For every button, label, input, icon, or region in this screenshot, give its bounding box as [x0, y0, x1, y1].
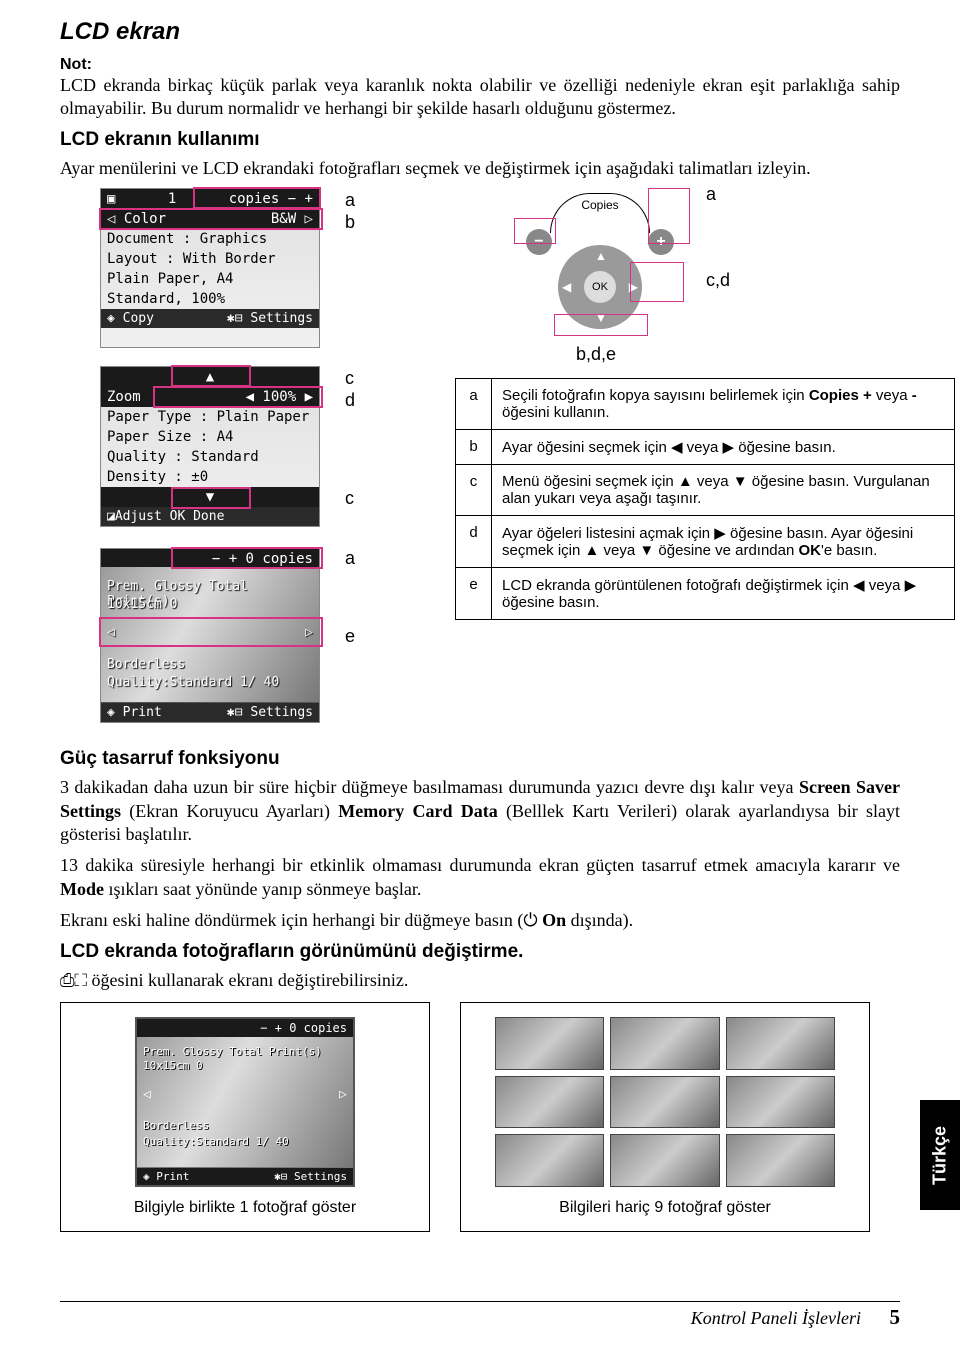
m1-t4: Borderless — [143, 1119, 209, 1132]
lcd1-copies: 1 — [168, 191, 176, 207]
m1-top: − + 0 copies — [137, 1019, 353, 1037]
lcd1-color: ◁ Color — [107, 211, 166, 227]
label-d: d — [345, 390, 355, 411]
lcd1-icon: ▣ — [107, 191, 115, 207]
power-p1: 3 dakikadan daha uzun bir süre hiçbir dü… — [60, 776, 900, 846]
mode-2-grid — [495, 1017, 835, 1187]
change-p: ⎙⛶ öğesini kullanarak ekranı değiştirebi… — [60, 969, 900, 992]
note-label: Not: — [60, 56, 900, 74]
m1-t5: Quality:Standard 1/ 40 — [143, 1135, 347, 1148]
lcd1-copies-label: copies − + — [229, 191, 313, 207]
cell-e: LCD ekranda görüntülenen fotoğrafı değiş… — [492, 568, 955, 620]
mode-1-box: − + 0 copies Prem. Glossy Total Print(s)… — [60, 1002, 430, 1232]
arrow-up-icon[interactable]: ▲ — [595, 249, 607, 263]
instruction-table: aSeçili fotoğrafın kopya sayısını belirl… — [455, 378, 955, 620]
cell-d-key: d — [456, 516, 492, 568]
cell-d: Ayar öğeleri listesini açmak için ▶ öğes… — [492, 516, 955, 568]
label-a-1: a — [345, 190, 355, 211]
m1-t2: 10x15cm 0 — [143, 1059, 347, 1072]
ok-button[interactable]: OK — [584, 271, 616, 303]
cell-b-key: b — [456, 430, 492, 465]
lcd2-zoom-val: ◀ 100% ▶ — [246, 389, 313, 405]
mode-1-caption: Bilgiyle birlikte 1 fotoğraf göster — [134, 1193, 356, 1217]
page-number: 5 — [890, 1305, 901, 1329]
page-footer: Kontrol Paneli İşlevleri 5 — [60, 1301, 900, 1330]
lcd2-down: ▼ — [206, 489, 214, 505]
lcd1-foot-settings: ✱⊟ Settings — [227, 311, 313, 326]
label-a-2: a — [345, 548, 355, 569]
lcd3-top: − + 0 copies — [212, 551, 313, 567]
copies-arc: Copies — [550, 193, 650, 233]
cell-a: Seçili fotoğrafın kopya sayısını belirle… — [492, 379, 955, 430]
lcd-screen-1: ▣ 1 copies − + ◁ Color B&W ▷ Document : Gra… — [100, 188, 320, 348]
heading-power: Güç tasarruf fonksiyonu — [60, 748, 900, 770]
diagram-zone: ▣ 1 copies − + ◁ Color B&W ▷ Document : Gra… — [60, 188, 900, 748]
label-e: e — [345, 626, 355, 647]
lcd3-t5: Quality:Standard 1/ 40 — [107, 675, 313, 690]
power-p3: Ekranı eski haline döndürmek için herhan… — [60, 909, 900, 932]
lcd3-foot-settings: ✱⊟ Settings — [227, 705, 313, 720]
label-pad-a: a — [706, 184, 716, 205]
label-pad-bde: b,d,e — [576, 344, 616, 365]
lcd3-foot-print: ◈ Print — [107, 705, 162, 720]
heading-change: LCD ekranda fotoğrafların görünümünü değ… — [60, 941, 900, 963]
m1-foot: ◈ Print✱⊟ Settings — [137, 1168, 353, 1185]
lcd1-bw: B&W ▷ — [271, 211, 313, 227]
heading-lcd: LCD ekran — [60, 18, 900, 46]
lcd3-left: ◁ — [107, 625, 115, 640]
mode-2-caption: Bilgileri hariç 9 fotoğraf göster — [559, 1193, 771, 1217]
lcd2-up: ▲ — [206, 369, 214, 385]
pad-hl-bottom — [554, 314, 648, 336]
display-modes-row: − + 0 copies Prem. Glossy Total Print(s)… — [60, 1002, 900, 1232]
mode-1-lcd: − + 0 copies Prem. Glossy Total Print(s)… — [135, 1017, 355, 1187]
lcd2-paper-type: Paper Type : Plain Paper — [107, 409, 309, 425]
lcd-screen-2: ▲ Zoom◀ 100% ▶ Paper Type : Plain Paper … — [100, 366, 320, 527]
usage-text: Ayar menülerini ve LCD ekrandaki fotoğra… — [60, 157, 900, 180]
label-pad-cd: c,d — [706, 270, 730, 291]
lcd2-quality: Quality : Standard — [107, 449, 259, 465]
lcd3-right: ▷ — [305, 625, 313, 640]
lcd1-layout: Layout : With Border — [107, 251, 276, 267]
lcd-screen-3: − + 0 copies Prem. Glossy Total Print(s)… — [100, 548, 320, 723]
lcd3-t2: 10x15cm 0 — [107, 597, 313, 612]
label-c-1: c — [345, 368, 354, 389]
label-b: b — [345, 212, 355, 233]
pad-hl-right — [630, 262, 684, 302]
power-p2: 13 dakika süresiyle herhangi bir etkinli… — [60, 854, 900, 901]
label-c-2: c — [345, 488, 354, 509]
lcd1-foot-copy: ◈ Copy — [107, 311, 154, 326]
cell-e-key: e — [456, 568, 492, 620]
pad-hl-minus — [514, 218, 556, 244]
lcd2-zoom: Zoom — [107, 389, 141, 405]
footer-title: Kontrol Paneli İşlevleri — [691, 1308, 861, 1328]
lcd2-density: Density : ±0 — [107, 469, 208, 485]
m1-t1: Prem. Glossy Total Print(s) — [143, 1045, 347, 1058]
lcd2-foot: ◪Adjust OK Done — [107, 509, 224, 524]
note-text: LCD ekranda birkaç küçük parlak veya kar… — [60, 74, 900, 121]
lcd3-t4: Borderless — [107, 657, 185, 672]
pad-hl-plus — [648, 188, 690, 244]
lcd1-std: Standard, 100% — [107, 291, 225, 307]
m1-arrows: ◁▷ — [143, 1087, 347, 1102]
cell-b: Ayar öğesini seçmek için ◀ veya ▶ öğesin… — [492, 430, 955, 465]
arrow-left-icon[interactable]: ◀ — [562, 280, 571, 294]
lcd1-paper: Plain Paper, A4 — [107, 271, 233, 287]
mode-2-box: Bilgileri hariç 9 fotoğraf göster — [460, 1002, 870, 1232]
cell-a-key: a — [456, 379, 492, 430]
language-tab: Türkçe — [920, 1100, 960, 1210]
copies-label: Copies — [581, 198, 618, 212]
heading-usage: LCD ekranın kullanımı — [60, 129, 900, 151]
cell-c: Menü öğesini seçmek için ▲ veya ▼ öğesin… — [492, 465, 955, 516]
lcd1-doc: Document : Graphics — [107, 231, 267, 247]
cell-c-key: c — [456, 465, 492, 516]
lcd2-paper-size: Paper Size : A4 — [107, 429, 233, 445]
